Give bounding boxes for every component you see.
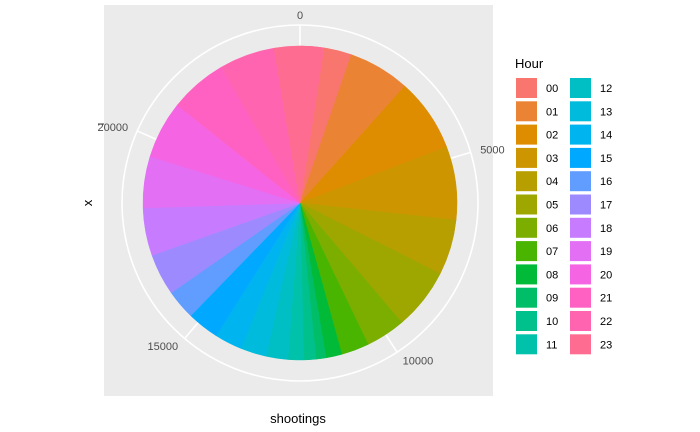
- legend-key-04: [516, 171, 537, 192]
- legend-key-17: [570, 194, 591, 215]
- legend-key-21: [570, 287, 591, 308]
- legend-label-09: 09: [546, 293, 558, 305]
- legend-label-04: 04: [546, 176, 558, 188]
- y-axis-title: x: [80, 199, 95, 206]
- legend-label-03: 03: [546, 153, 558, 165]
- legend-key-23: [570, 334, 591, 355]
- legend-label-05: 05: [546, 200, 558, 212]
- legend-key-00: [516, 78, 537, 98]
- legend-key-03: [516, 147, 537, 168]
- legend-key-15: [570, 147, 591, 168]
- legend-key-16: [570, 171, 591, 192]
- legend-label-19: 19: [600, 246, 612, 258]
- angle-tick-label: 0: [297, 10, 303, 22]
- legend-key-11: [516, 334, 537, 355]
- angular-ticks: 0 5000 10000 15000 20000: [98, 10, 505, 368]
- legend-label-02: 02: [546, 130, 558, 142]
- legend-label-22: 22: [600, 316, 612, 328]
- legend-key-13: [570, 101, 591, 122]
- legend-key-12: [570, 78, 591, 98]
- legend-label-07: 07: [546, 246, 558, 258]
- legend-label-11: 11: [546, 339, 557, 351]
- legend-label-08: 08: [546, 269, 558, 281]
- legend-label-06: 06: [546, 223, 558, 235]
- legend-label-23: 23: [600, 339, 612, 351]
- legend-key-05: [516, 194, 537, 215]
- legend-label-00: 00: [546, 83, 558, 95]
- legend-key-18: [570, 217, 591, 238]
- angle-tick-label: 15000: [148, 341, 179, 353]
- legend-key-19: [570, 241, 591, 262]
- legend-label-14: 14: [600, 130, 612, 142]
- legend-label-15: 15: [600, 153, 612, 165]
- legend-key-14: [570, 124, 591, 145]
- legend: 00 01 02 03 04 05 06 07 08 09 10 11 12 13 14 15 16 17 18 19…: [516, 78, 612, 355]
- legend-title: Hour: [515, 56, 544, 71]
- legend-key-08: [516, 264, 537, 285]
- legend-label-21: 21: [600, 293, 612, 305]
- x-axis-title: shootings: [270, 411, 326, 426]
- legend-label-18: 18: [600, 223, 612, 235]
- legend-key-07: [516, 241, 537, 262]
- slices: [142, 45, 458, 361]
- angle-tick-label: 10000: [403, 356, 434, 368]
- legend-label-17: 17: [600, 200, 612, 212]
- pie-slice-hour-23: [273, 45, 325, 204]
- legend-label-20: 20: [600, 269, 612, 281]
- legend-key-02: [516, 124, 537, 145]
- legend-label-12: 12: [600, 83, 612, 95]
- legend-label-01: 01: [546, 106, 558, 118]
- legend-key-20: [570, 264, 591, 285]
- legend-key-22: [570, 311, 591, 331]
- legend-label-13: 13: [600, 106, 612, 118]
- legend-key-10: [516, 311, 537, 331]
- legend-label-10: 10: [546, 316, 558, 328]
- legend-label-16: 16: [600, 176, 612, 188]
- legend-key-09: [516, 287, 537, 308]
- legend-key-06: [516, 217, 537, 238]
- angle-tick-label: 20000: [98, 122, 129, 134]
- legend-key-01: [516, 101, 537, 122]
- angle-tick-label: 5000: [480, 145, 504, 157]
